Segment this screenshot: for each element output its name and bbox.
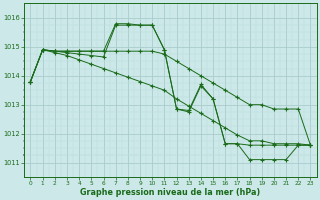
X-axis label: Graphe pression niveau de la mer (hPa): Graphe pression niveau de la mer (hPa) [80, 188, 260, 197]
